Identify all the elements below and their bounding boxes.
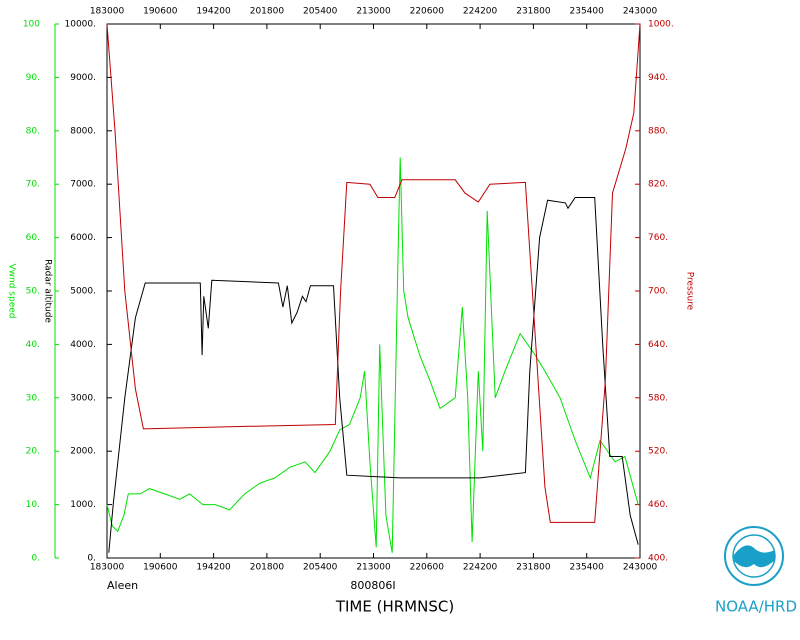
y-tick-label: 90. bbox=[26, 73, 40, 83]
credit: NOAA/HRD bbox=[715, 598, 797, 616]
y2-tick-label: 4000. bbox=[70, 340, 96, 350]
y3-tick-label: 580. bbox=[648, 393, 668, 403]
y2-tick-label: 0. bbox=[87, 554, 96, 564]
x-tick-label-top: 205400 bbox=[303, 7, 338, 17]
y3-tick-label: 460. bbox=[648, 500, 668, 510]
y-tick-label: 0. bbox=[31, 554, 40, 564]
y-tick-label: 60. bbox=[26, 233, 40, 243]
x-tick-label: 231800 bbox=[516, 563, 551, 573]
x-tick-label-top: 190600 bbox=[143, 7, 178, 17]
y-tick-label: 20. bbox=[26, 447, 40, 457]
x-tick-label-top: 194200 bbox=[196, 7, 231, 17]
x-tick-label: 190600 bbox=[143, 563, 178, 573]
y-axis-title: Vwnd speed bbox=[7, 264, 17, 319]
y2-tick-label: 6000. bbox=[70, 233, 96, 243]
plot-frame bbox=[106, 23, 641, 559]
y2-tick-label: 1000. bbox=[70, 500, 96, 510]
y-tick-label: 10. bbox=[26, 500, 40, 510]
x-tick-label: 220600 bbox=[410, 563, 445, 573]
series-line bbox=[108, 197, 639, 553]
x-tick-label-top: 231800 bbox=[516, 7, 551, 17]
y-tick-label: 30. bbox=[26, 393, 40, 403]
storm-name: Aleen bbox=[107, 579, 138, 592]
x-tick-label-top: 220600 bbox=[410, 7, 445, 17]
y2-axis-title: Radar altitude bbox=[43, 259, 53, 323]
x-tick-label: 205400 bbox=[303, 563, 338, 573]
x-tick-label-top: 235400 bbox=[570, 7, 605, 17]
y3-tick-label: 940. bbox=[648, 73, 668, 83]
x-tick-label: 201800 bbox=[250, 563, 285, 573]
series-line bbox=[106, 157, 639, 553]
x-tick-label-top: 224200 bbox=[463, 7, 498, 17]
x-tick-label-top: 201800 bbox=[250, 7, 285, 17]
y2-tick-label: 9000. bbox=[70, 73, 96, 83]
x-tick-label: 235400 bbox=[570, 563, 605, 573]
y2-tick-label: 7000. bbox=[70, 180, 96, 190]
x-tick-label: 224200 bbox=[463, 563, 498, 573]
y3-tick-label: 880. bbox=[648, 126, 668, 136]
y3-tick-label: 400. bbox=[648, 554, 668, 564]
y-tick-label: 80. bbox=[26, 126, 40, 136]
x-axis-title: TIME (HRMNSC) bbox=[335, 598, 454, 616]
y2-tick-label: 8000. bbox=[70, 126, 96, 136]
flight-id: 800806I bbox=[350, 579, 395, 592]
x-tick-label-top: 213000 bbox=[356, 7, 391, 17]
x-tick-label: 194200 bbox=[196, 563, 231, 573]
y2-tick-label: 5000. bbox=[70, 287, 96, 297]
y-tick-label: 100 bbox=[23, 20, 40, 30]
y3-tick-label: 640. bbox=[648, 340, 668, 350]
x-tick-label: 243000 bbox=[623, 563, 658, 573]
x-tick-label-top: 243000 bbox=[623, 7, 658, 17]
y3-tick-label: 520. bbox=[648, 447, 668, 457]
y3-tick-label: 1000. bbox=[648, 20, 674, 30]
y3-tick-label: 760. bbox=[648, 233, 668, 243]
y2-tick-label: 3000. bbox=[70, 393, 96, 403]
y3-axis-title: Pressure bbox=[685, 272, 695, 311]
y-tick-label: 40. bbox=[26, 340, 40, 350]
x-tick-label-top: 183000 bbox=[90, 7, 125, 17]
x-tick-label: 213000 bbox=[356, 563, 391, 573]
y2-tick-label: 10000. bbox=[65, 20, 97, 30]
y3-tick-label: 820. bbox=[648, 180, 668, 190]
y2-tick-label: 2000. bbox=[70, 447, 96, 457]
y3-tick-label: 700. bbox=[648, 287, 668, 297]
noaa-logo bbox=[724, 526, 784, 586]
y-tick-label: 50. bbox=[26, 287, 40, 297]
y-tick-label: 70. bbox=[26, 180, 40, 190]
x-tick-label: 183000 bbox=[90, 563, 125, 573]
series-line bbox=[106, 23, 641, 523]
